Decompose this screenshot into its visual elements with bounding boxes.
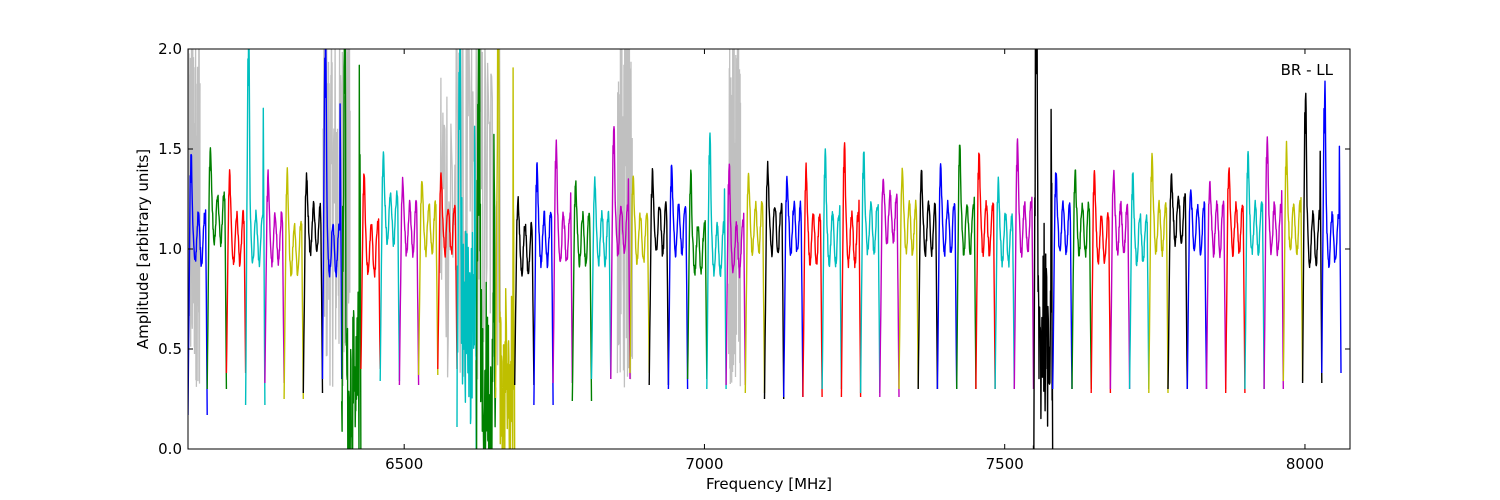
series-line xyxy=(1090,170,1112,394)
panel-annotation: BR - LL xyxy=(1281,61,1334,79)
series-line xyxy=(956,144,977,390)
series-line xyxy=(840,142,862,398)
series-line xyxy=(1321,80,1342,374)
series-line xyxy=(706,132,727,390)
series-line xyxy=(302,172,324,394)
y-tick-label: 0.0 xyxy=(158,440,182,458)
series-line xyxy=(610,126,631,380)
x-axis-label: Frequency [MHz] xyxy=(706,475,832,493)
series-line xyxy=(417,180,439,376)
series-line xyxy=(1071,169,1092,390)
series-line xyxy=(456,49,477,449)
series-line xyxy=(379,151,401,382)
series-line xyxy=(1128,172,1150,390)
series-line xyxy=(1032,49,1054,449)
flagged-data-line xyxy=(188,49,201,387)
series-line xyxy=(1148,152,1169,394)
series-line xyxy=(571,180,593,402)
flagged-data-line xyxy=(727,49,742,387)
series-line xyxy=(264,169,285,384)
series-line xyxy=(206,147,228,390)
flagged-data-line xyxy=(616,49,634,388)
series-line xyxy=(975,152,996,390)
series-line xyxy=(917,169,939,390)
y-tick-label: 1.0 xyxy=(158,240,182,258)
series-line xyxy=(725,163,746,386)
series-line xyxy=(763,160,785,400)
series-line xyxy=(188,153,208,416)
series-layer xyxy=(188,49,1342,449)
series-line xyxy=(1167,173,1188,390)
series-line xyxy=(648,168,670,386)
series-line xyxy=(1186,189,1208,390)
series-line xyxy=(898,167,919,390)
series-line xyxy=(1282,140,1304,382)
series-line xyxy=(994,176,1015,390)
series-line xyxy=(667,164,689,390)
series-line xyxy=(475,49,497,449)
series-line xyxy=(321,49,343,380)
y-tick-label: 2.0 xyxy=(158,40,182,58)
series-line xyxy=(821,148,843,390)
tick-layer: 6500 7000 7500 8000 0.0 0.5 1.0 1.5 2.0 xyxy=(158,40,1350,473)
series-line xyxy=(802,162,823,398)
series-line xyxy=(225,169,247,374)
series-line xyxy=(494,49,516,449)
series-line xyxy=(879,178,900,398)
series-line xyxy=(686,169,708,380)
series-line xyxy=(341,49,362,449)
series-line xyxy=(1013,138,1035,390)
series-line xyxy=(283,167,304,400)
series-line xyxy=(244,49,266,406)
series-line xyxy=(1052,172,1073,390)
x-tick-label: 6500 xyxy=(385,455,423,473)
series-line xyxy=(629,175,650,374)
series-line xyxy=(1109,169,1131,390)
y-tick-label: 0.5 xyxy=(158,340,182,358)
series-line xyxy=(590,176,612,380)
x-tick-label: 8000 xyxy=(1286,455,1324,473)
series-line xyxy=(1301,92,1323,384)
series-line xyxy=(533,162,554,406)
series-line xyxy=(1244,150,1265,390)
flagged-data-line xyxy=(439,49,501,380)
series-line xyxy=(398,176,420,386)
series-line xyxy=(859,151,881,394)
series-line xyxy=(744,172,766,394)
series-line xyxy=(552,139,573,384)
x-tick-label: 7500 xyxy=(986,455,1024,473)
series-line xyxy=(360,173,381,370)
series-line xyxy=(1225,167,1246,394)
series-line xyxy=(783,175,804,398)
series-line xyxy=(936,163,958,390)
series-line xyxy=(1263,136,1284,390)
y-axis-label: Amplitude [arbitrary units] xyxy=(134,149,152,349)
x-tick-label: 7000 xyxy=(685,455,723,473)
series-line xyxy=(514,196,535,386)
series-line xyxy=(437,172,458,370)
y-tick-label: 1.5 xyxy=(158,140,182,158)
series-line xyxy=(1205,180,1227,390)
